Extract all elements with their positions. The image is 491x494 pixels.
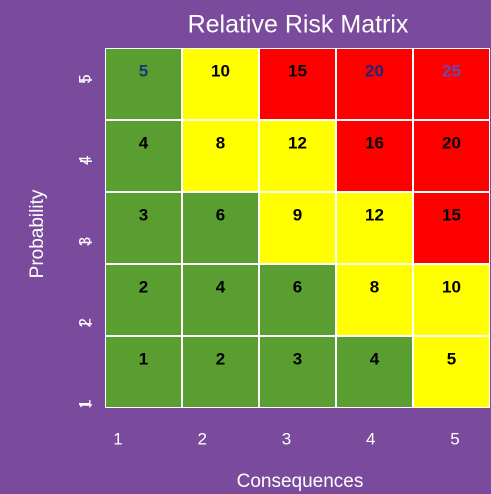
cell	[414, 49, 489, 119]
cell-label: 2	[216, 349, 225, 368]
y-tick-label: 3	[75, 237, 94, 246]
cell	[183, 193, 258, 263]
cell	[414, 193, 489, 263]
cell	[260, 49, 335, 119]
cell-label: 15	[442, 205, 461, 224]
cell	[414, 121, 489, 191]
x-tick-label: 1	[113, 429, 122, 448]
cell	[106, 265, 181, 335]
cell	[337, 265, 412, 335]
cell-label: 1	[139, 349, 148, 368]
cell	[183, 337, 258, 407]
cell-label: 2	[139, 277, 148, 296]
cell-label: 15	[288, 61, 307, 80]
cell-label: 6	[216, 205, 225, 224]
cell	[106, 193, 181, 263]
x-tick-label: 2	[198, 429, 207, 448]
cell-label: 4	[370, 349, 380, 368]
cell-label: 8	[216, 133, 225, 152]
y-tick-label: 5	[75, 74, 94, 83]
cell-label: 20	[442, 133, 461, 152]
cell-label: 12	[365, 205, 384, 224]
y-tick-label: 4	[75, 156, 94, 165]
y-tick-label: 2	[75, 318, 94, 327]
cell	[260, 265, 335, 335]
cell-label: 6	[293, 277, 302, 296]
x-axis-label: Consequences	[237, 471, 364, 492]
cell-label: 5	[447, 349, 456, 368]
cell	[260, 121, 335, 191]
cell	[183, 49, 258, 119]
cell	[183, 265, 258, 335]
cell-label: 3	[293, 349, 302, 368]
cell-label: 12	[288, 133, 307, 152]
x-tick-label: 5	[450, 429, 459, 448]
cell-label: 25	[442, 61, 461, 80]
chart: Relative Risk Matrix Consequences Probab…	[0, 0, 491, 494]
cell-label: 5	[139, 61, 148, 80]
cell	[106, 337, 181, 407]
cell	[414, 337, 489, 407]
chart-title: Relative Risk Matrix	[188, 11, 409, 39]
y-tick-label: 1	[75, 399, 94, 408]
cell	[337, 193, 412, 263]
cell-label: 20	[365, 61, 384, 80]
cell	[106, 121, 181, 191]
x-tick-label: 3	[282, 429, 291, 448]
cell	[337, 121, 412, 191]
cell-label: 3	[139, 205, 148, 224]
cell	[260, 193, 335, 263]
cell	[260, 337, 335, 407]
cell	[183, 121, 258, 191]
cell	[337, 49, 412, 119]
y-axis-label: Probability	[27, 189, 48, 278]
cell-label: 16	[365, 133, 384, 152]
cell-label: 10	[211, 61, 230, 80]
cell	[337, 337, 412, 407]
cell-label: 4	[139, 133, 149, 152]
cell	[414, 265, 489, 335]
x-tick-label: 4	[366, 429, 375, 448]
cell	[106, 49, 181, 119]
cell-label: 9	[293, 205, 302, 224]
cell-label: 8	[370, 277, 379, 296]
cell-label: 4	[216, 277, 226, 296]
cell-label: 10	[442, 277, 461, 296]
